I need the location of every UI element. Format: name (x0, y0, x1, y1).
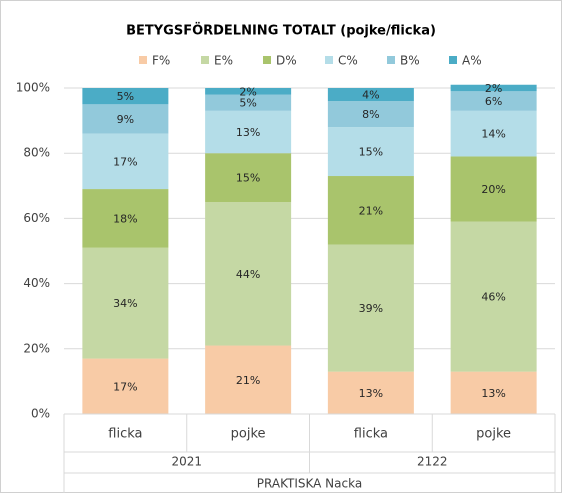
bar-segment (205, 153, 292, 203)
data-label: 14% (481, 128, 505, 141)
legend-swatch (201, 56, 209, 64)
bar-segment (205, 88, 292, 95)
bar-segment (205, 202, 292, 346)
y-tick-label: 100% (16, 81, 50, 95)
legend-swatch (263, 56, 271, 64)
legend-label: B% (400, 54, 420, 68)
data-label: 9% (117, 113, 134, 126)
bar-segment (450, 110, 537, 157)
bar-segment (450, 221, 537, 372)
bar-segment (327, 371, 414, 414)
data-label: 17% (113, 155, 137, 168)
x-tick-label: pojke (231, 427, 266, 442)
data-label: 17% (113, 380, 137, 393)
bar-segment (450, 91, 537, 111)
data-label: 44% (236, 268, 260, 281)
legend-label: E% (214, 54, 233, 68)
data-label: 15% (359, 146, 383, 159)
y-tick-label: 80% (23, 146, 50, 160)
data-label: 2% (239, 85, 256, 98)
data-label: 4% (362, 89, 379, 102)
bar-segment (82, 358, 169, 414)
data-label: 34% (113, 297, 137, 310)
y-tick-label: 0% (31, 407, 50, 421)
bar-segment (205, 110, 292, 154)
legend-swatch (449, 56, 457, 64)
data-label: 6% (485, 95, 502, 108)
bar-segment (450, 156, 537, 222)
bar-segment (82, 88, 169, 105)
bar-segment (82, 104, 169, 134)
data-label: 8% (362, 108, 379, 121)
data-label: 39% (359, 302, 383, 315)
x-tick-label: pojke (476, 427, 511, 442)
bar-segment (82, 133, 169, 190)
legend-label: A% (462, 54, 482, 68)
chart-title: BETYGSFÖRDELNING TOTALT (pojke/flicka) (126, 23, 436, 39)
x-tick-label: flicka (108, 427, 142, 442)
bar-segment (205, 345, 292, 414)
group-label: 2122 (417, 455, 448, 469)
data-label: 13% (481, 387, 505, 400)
data-label: 18% (113, 212, 137, 225)
bar-segment (82, 247, 169, 359)
data-label: 5% (239, 97, 256, 110)
bar-segment (450, 371, 537, 414)
legend-label: D% (276, 54, 297, 68)
group-label: 2021 (171, 455, 202, 469)
legend-label: F% (152, 54, 170, 68)
supergroup-label: PRAKTISKA Nacka (257, 477, 362, 491)
legend-swatch (325, 56, 333, 64)
bar-segment (327, 88, 414, 102)
data-label: 13% (236, 126, 260, 139)
bar-segment (327, 176, 414, 245)
data-label: 46% (481, 291, 505, 304)
y-tick-label: 20% (23, 341, 50, 355)
bar-segment (450, 84, 537, 92)
bar-segment (82, 189, 169, 248)
data-label: 2% (485, 82, 502, 95)
bar-segment (327, 244, 414, 372)
bar-segment (205, 94, 292, 111)
data-label: 21% (359, 204, 383, 217)
data-label: 21% (236, 374, 260, 387)
y-tick-label: 60% (23, 211, 50, 225)
bar-segment (327, 101, 414, 128)
legend-swatch (387, 56, 395, 64)
x-tick-label: flicka (354, 427, 388, 442)
bar-segment (327, 127, 414, 177)
legend-label: C% (338, 54, 358, 68)
data-label: 15% (236, 172, 260, 185)
legend-swatch (139, 56, 147, 64)
data-label: 13% (359, 387, 383, 400)
data-label: 20% (481, 183, 505, 196)
data-label: 5% (117, 90, 134, 103)
y-tick-label: 40% (23, 276, 50, 290)
